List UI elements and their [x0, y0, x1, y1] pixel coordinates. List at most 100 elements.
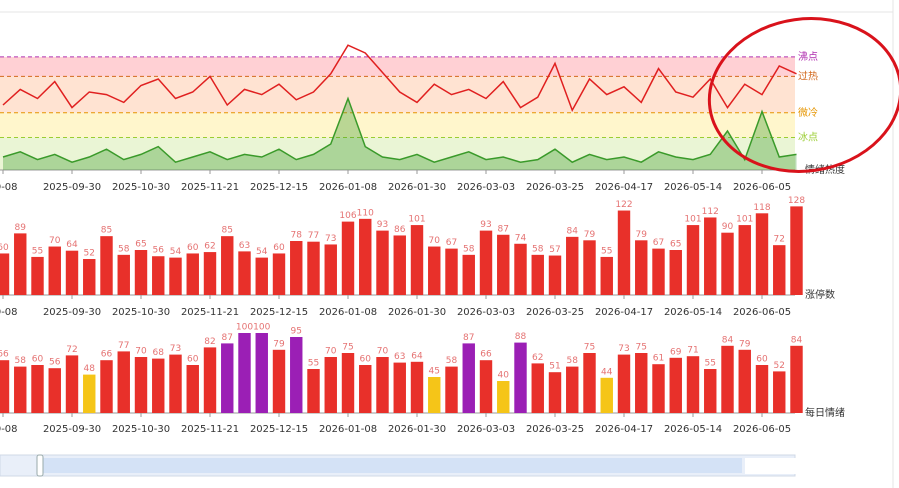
bar — [669, 357, 682, 413]
x-tick-label: 2025-10-30 — [112, 182, 170, 193]
value-label: 101 — [408, 215, 425, 225]
value-label: 55 — [601, 246, 612, 256]
value-label: 56 — [153, 246, 165, 256]
bar — [755, 365, 769, 413]
zone-band — [0, 56, 795, 77]
bar — [738, 225, 751, 295]
bar — [324, 357, 337, 413]
value-label: 58 — [118, 244, 130, 254]
value-label: 84 — [567, 226, 579, 236]
bar — [31, 365, 44, 413]
value-label: 52 — [774, 361, 785, 371]
bar — [100, 360, 113, 413]
value-label: 55 — [32, 246, 43, 256]
value-label: 66 — [0, 350, 9, 360]
value-label: 55 — [705, 359, 716, 369]
zoom-handle[interactable] — [36, 454, 44, 477]
x-tick-label: 2026-01-30 — [388, 182, 446, 193]
bar — [428, 246, 441, 295]
zoom-window[interactable] — [42, 458, 742, 473]
threshold-label: 微冷 — [798, 106, 818, 119]
bar — [704, 217, 717, 295]
bar — [203, 347, 217, 413]
value-label: 84 — [791, 335, 803, 345]
bar — [117, 351, 130, 413]
value-label: 60 — [32, 355, 44, 365]
bar — [445, 366, 458, 413]
value-label: 71 — [687, 346, 698, 356]
x-tick-label: 09-08 — [0, 424, 18, 435]
bar — [221, 343, 234, 413]
legend-label: 每日情绪 — [805, 406, 845, 419]
x-tick-label: 2025-12-15 — [250, 424, 308, 435]
bar — [497, 234, 510, 295]
value-label: 68 — [153, 348, 165, 358]
value-label: 87 — [498, 224, 509, 234]
value-label: 60 — [0, 243, 9, 253]
value-label: 74 — [515, 233, 527, 243]
bar — [272, 349, 286, 413]
value-label: 52 — [84, 249, 95, 259]
value-label: 65 — [670, 240, 681, 250]
bar — [359, 218, 372, 295]
value-label: 101 — [736, 215, 753, 225]
bar — [514, 243, 527, 295]
value-label: 101 — [684, 215, 701, 225]
bar — [393, 362, 406, 413]
value-label: 79 — [273, 339, 285, 349]
bar — [635, 240, 648, 295]
bar — [773, 371, 786, 413]
value-label: 55 — [308, 359, 319, 369]
x-tick-label: 2026-03-03 — [457, 182, 515, 193]
x-tick-label: 2026-04-17 — [595, 424, 653, 435]
bar — [479, 360, 493, 413]
bar — [272, 253, 286, 295]
x-tick-label: 2026-05-14 — [664, 182, 722, 193]
value-label: 62 — [532, 353, 543, 363]
value-label: 84 — [722, 335, 734, 345]
value-label: 67 — [446, 238, 457, 248]
value-label: 87 — [222, 333, 233, 343]
value-label: 79 — [636, 230, 648, 240]
x-tick-label: 2026-01-30 — [388, 307, 446, 318]
bar — [14, 366, 27, 413]
x-tick-label: 2025-11-21 — [181, 424, 239, 435]
bar — [341, 221, 355, 295]
value-label: 61 — [653, 354, 664, 364]
data-zoom[interactable] — [0, 454, 796, 477]
bar — [290, 241, 303, 295]
value-label: 88 — [515, 332, 527, 342]
x-tick-label: 2025-12-15 — [250, 307, 308, 318]
value-label: 58 — [15, 356, 27, 366]
x-tick-label: 2026-03-25 — [526, 182, 584, 193]
value-label: 40 — [498, 371, 510, 381]
value-label: 60 — [187, 355, 199, 365]
bar — [324, 244, 337, 295]
value-label: 51 — [549, 362, 560, 372]
value-label: 63 — [394, 352, 405, 362]
bar — [531, 363, 544, 413]
value-label: 95 — [291, 327, 302, 337]
bar — [341, 353, 355, 413]
x-tick-label: 2026-06-05 — [733, 182, 791, 193]
bar — [428, 377, 441, 413]
bar — [635, 353, 648, 413]
x-tick-label: 09-08 — [0, 182, 18, 193]
value-label: 77 — [118, 341, 129, 351]
value-label: 122 — [615, 200, 632, 210]
bar — [410, 361, 424, 413]
bar — [238, 251, 251, 295]
x-tick-label: 2025-09-30 — [43, 182, 101, 193]
value-label: 110 — [357, 208, 374, 218]
bar — [583, 240, 596, 295]
bar — [255, 257, 268, 295]
value-label: 44 — [601, 367, 613, 377]
bar — [134, 357, 148, 413]
value-label: 87 — [463, 333, 474, 343]
value-label: 70 — [429, 236, 441, 246]
bar — [617, 354, 631, 413]
value-label: 77 — [308, 231, 319, 241]
value-label: 56 — [49, 358, 61, 368]
bar — [255, 333, 268, 413]
